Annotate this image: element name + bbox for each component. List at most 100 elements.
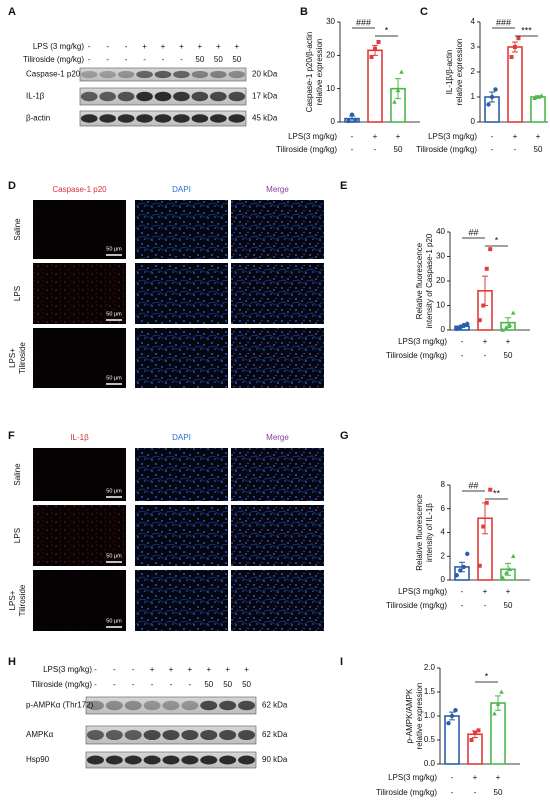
y-tick-label: 10 bbox=[326, 84, 335, 93]
kda-label: 17 kDa bbox=[252, 92, 278, 101]
y-tick-label: 0.0 bbox=[424, 759, 436, 768]
blot-strip bbox=[85, 696, 257, 715]
condition-sign: - bbox=[461, 601, 464, 610]
data-point bbox=[473, 730, 477, 735]
y-tick-label: 6 bbox=[441, 504, 446, 513]
blot-band bbox=[86, 729, 104, 741]
condition-label: Tiliroside (mg/kg) bbox=[386, 601, 447, 610]
blot-band bbox=[143, 729, 161, 741]
data-point bbox=[465, 321, 470, 327]
y-axis-label: intensity of IL-1β bbox=[425, 503, 434, 562]
data-point bbox=[488, 247, 493, 252]
condition-label: Tiliroside (mg/kg) bbox=[276, 145, 337, 154]
data-point bbox=[516, 36, 521, 41]
data-point bbox=[499, 689, 504, 694]
data-point bbox=[503, 325, 509, 330]
condition-sign: 50 bbox=[204, 680, 213, 689]
blot-band bbox=[117, 114, 135, 123]
bar bbox=[367, 49, 383, 123]
blot-band bbox=[173, 91, 190, 102]
micrograph bbox=[33, 570, 126, 631]
blot-band bbox=[210, 114, 227, 123]
data-point bbox=[484, 500, 489, 505]
blot-band bbox=[238, 700, 256, 711]
condition-sign: + bbox=[234, 42, 239, 51]
data-point bbox=[486, 102, 491, 107]
row-label: Saline bbox=[13, 218, 22, 241]
condition-sign: + bbox=[483, 337, 488, 346]
blot-band bbox=[191, 114, 209, 123]
data-point bbox=[532, 95, 537, 101]
blot-band bbox=[191, 91, 209, 102]
condition-sign: - bbox=[451, 773, 454, 782]
y-tick-label: 2.0 bbox=[424, 663, 436, 672]
scale-bar-label: 50 μm bbox=[106, 246, 122, 252]
condition-label: LPS(3 mg/kg) bbox=[428, 132, 477, 141]
condition-sign: - bbox=[132, 665, 135, 674]
blot-band bbox=[154, 114, 172, 123]
data-point bbox=[469, 738, 474, 742]
condition-sign: - bbox=[125, 55, 128, 64]
y-tick-label: 0 bbox=[331, 117, 336, 126]
blot-band bbox=[117, 91, 135, 102]
data-point bbox=[500, 327, 506, 332]
data-point bbox=[477, 563, 482, 568]
condition-sign: 50 bbox=[242, 680, 251, 689]
condition-sign: + bbox=[179, 42, 184, 51]
y-axis-label: IL-1β/β-actin bbox=[445, 50, 454, 95]
panel-label: B bbox=[300, 6, 308, 18]
blot-band bbox=[219, 729, 237, 741]
condition-sign: 50 bbox=[232, 55, 241, 64]
condition-sign: - bbox=[451, 788, 454, 797]
scale-bar-label: 50 μm bbox=[106, 311, 122, 317]
blot-band bbox=[219, 755, 237, 765]
blot-band bbox=[181, 729, 199, 741]
bar bbox=[530, 96, 546, 123]
kda-label: 20 kDa bbox=[252, 70, 278, 79]
y-tick-label: 40 bbox=[436, 227, 445, 236]
data-point bbox=[454, 326, 459, 331]
condition-sign: + bbox=[216, 42, 221, 51]
blot-band bbox=[99, 114, 116, 123]
condition-label: LPS(3 mg/kg) bbox=[388, 773, 437, 782]
blot-band bbox=[86, 700, 104, 711]
y-tick-label: 0 bbox=[441, 325, 446, 334]
column-header: Caspase-1 p20 bbox=[52, 185, 107, 194]
data-point bbox=[461, 322, 466, 328]
data-point bbox=[500, 575, 506, 580]
panel-label: C bbox=[420, 6, 428, 18]
blot-band bbox=[219, 700, 237, 711]
micrograph bbox=[135, 263, 228, 324]
y-axis-label: intensity of Caspase-1 p20 bbox=[425, 233, 434, 328]
condition-sign: - bbox=[113, 680, 116, 689]
band-label: p-AMPKα (Thr172) bbox=[26, 701, 94, 710]
panel-label: I bbox=[340, 656, 343, 668]
scale-bar-label: 50 μm bbox=[106, 553, 122, 559]
column-header: DAPI bbox=[172, 433, 191, 442]
significance-label: ### bbox=[356, 17, 371, 27]
band-label: AMPKα bbox=[26, 730, 54, 739]
condition-sign: + bbox=[506, 337, 511, 346]
condition-sign: - bbox=[461, 337, 464, 346]
band-label: Hsp90 bbox=[26, 755, 50, 764]
condition-sign: - bbox=[162, 55, 165, 64]
condition-sign: - bbox=[374, 145, 377, 154]
blot-band bbox=[80, 114, 98, 123]
blot-band bbox=[173, 114, 190, 123]
micrograph bbox=[231, 505, 324, 566]
blot-band bbox=[181, 755, 199, 765]
data-point bbox=[392, 99, 397, 104]
data-point bbox=[399, 69, 404, 74]
condition-sign: + bbox=[150, 665, 155, 674]
condition-sign: + bbox=[206, 665, 211, 674]
y-tick-label: 0 bbox=[441, 575, 446, 584]
micrograph bbox=[135, 328, 228, 388]
blot-band bbox=[154, 70, 172, 79]
data-point bbox=[454, 573, 459, 578]
panel-label: G bbox=[340, 430, 349, 442]
condition-sign: - bbox=[189, 680, 192, 689]
blot-band bbox=[173, 70, 190, 79]
data-point bbox=[449, 713, 455, 719]
blot-band bbox=[124, 755, 142, 765]
data-point bbox=[507, 566, 513, 572]
